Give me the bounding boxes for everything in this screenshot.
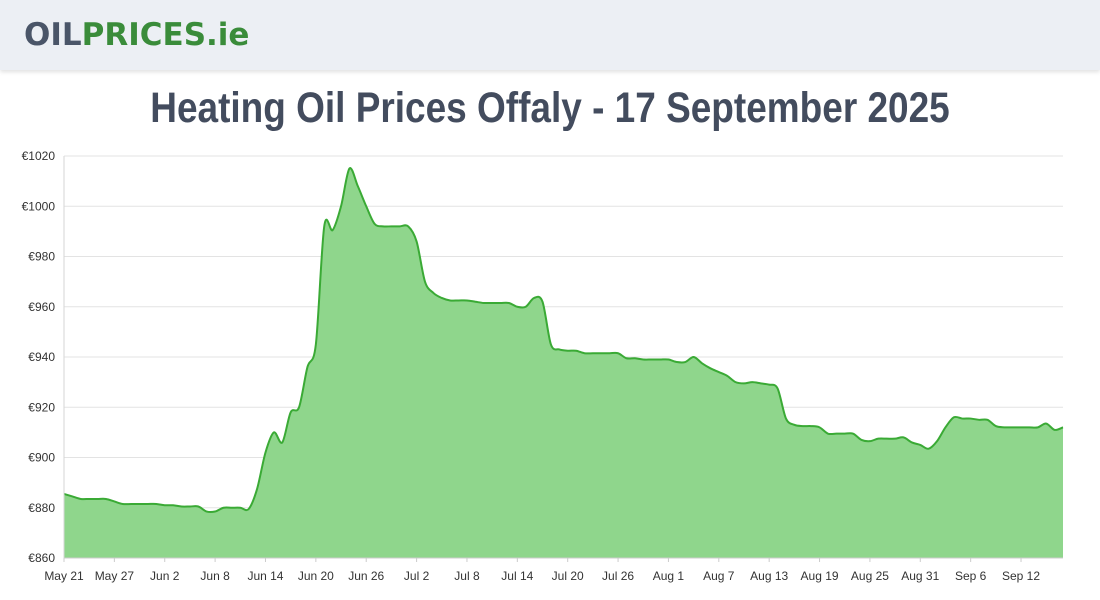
price-area <box>63 167 1064 558</box>
x-tick-label: Jul 26 <box>602 569 634 583</box>
x-tick-label: Aug 7 <box>703 569 735 583</box>
logo-tld: .ie <box>206 17 250 53</box>
x-tick-label: May 27 <box>95 569 135 583</box>
page-title: Heating Oil Prices Offaly - 17 September… <box>150 84 950 132</box>
x-tick-label: Jun 2 <box>150 569 180 583</box>
y-axis: €860 €880 €900 €920 €940 €960 €980 €1000 €1020 <box>22 149 65 565</box>
y-tick-label: €1020 <box>22 149 56 163</box>
y-tick-label: €900 <box>28 451 55 465</box>
x-tick-label: Jul 20 <box>552 569 584 583</box>
x-tick-label: Sep 12 <box>1002 569 1040 583</box>
logo-oil: OIL <box>24 17 82 53</box>
x-axis: May 21 May 27 Jun 2 Jun 8 Jun 14 Jun 20 Jun 26… <box>44 557 1063 583</box>
x-tick-label: Aug 13 <box>750 569 788 583</box>
x-tick-label: Sep 6 <box>955 569 987 583</box>
x-tick-label: May 21 <box>44 569 84 583</box>
x-tick-label: Aug 25 <box>851 569 889 583</box>
y-tick-label: €1000 <box>22 199 56 213</box>
x-tick-label: Jul 8 <box>454 569 480 583</box>
x-tick-label: Aug 19 <box>801 569 839 583</box>
price-line <box>63 167 1064 514</box>
y-tick-label: €920 <box>28 400 55 414</box>
price-area-fill <box>64 168 1063 558</box>
x-tick-label: Aug 1 <box>653 569 685 583</box>
x-tick-label: Jun 20 <box>298 569 334 583</box>
logo-prices: PRICES <box>81 17 207 53</box>
y-tick-label: €980 <box>28 250 55 264</box>
x-tick-label: Jun 14 <box>247 569 283 583</box>
site-logo[interactable]: OILPRICES.ie <box>24 15 249 55</box>
x-tick-label: Jul 14 <box>501 569 533 583</box>
y-tick-label: €960 <box>28 300 55 314</box>
site-header: OILPRICES.ie <box>0 0 1100 70</box>
x-tick-label: Aug 31 <box>901 569 939 583</box>
y-tick-label: €860 <box>28 551 55 565</box>
y-tick-label: €940 <box>28 350 55 364</box>
x-tick-label: Jul 2 <box>404 569 430 583</box>
x-tick-label: Jun 26 <box>348 569 384 583</box>
price-chart: €860 €880 €900 €920 €940 €960 €980 €1000 €1020 M… <box>22 149 1064 583</box>
x-tick-label: Jun 8 <box>200 569 230 583</box>
y-tick-label: €880 <box>28 501 55 515</box>
